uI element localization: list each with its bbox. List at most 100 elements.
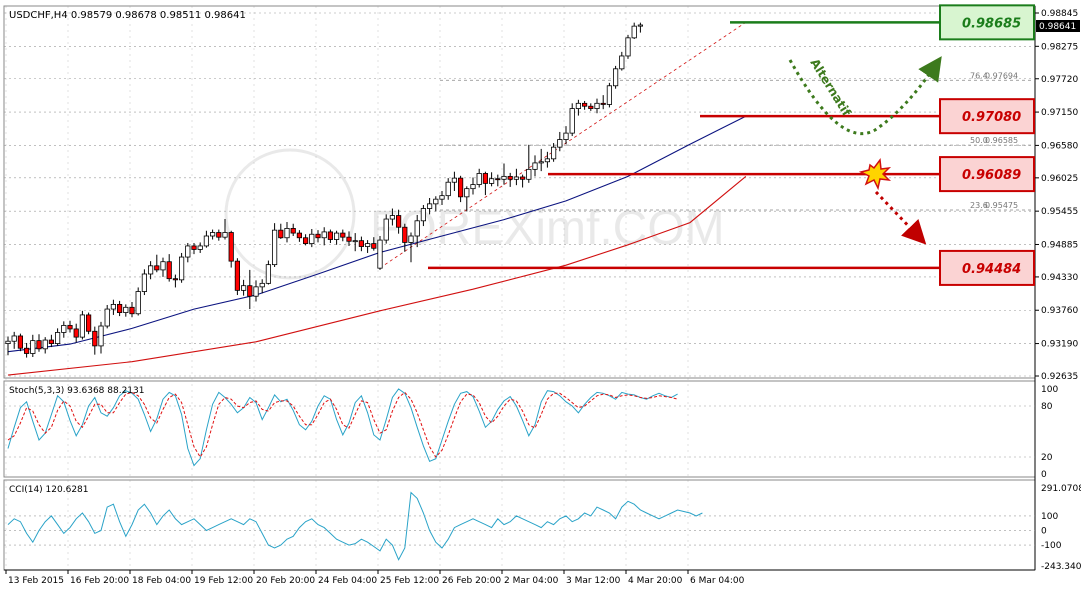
candle (352, 233, 358, 252)
candle-body (637, 24, 644, 27)
candle (160, 257, 166, 277)
candle-body (154, 265, 160, 271)
candle-body (551, 146, 557, 160)
candle (408, 232, 414, 263)
price-tick-label: 0.95455 (1041, 207, 1078, 217)
current-price: 0.98641 (1039, 22, 1076, 32)
symbol-header: USDCHF,H4 0.98579 0.98678 0.98511 0.9864… (9, 10, 246, 21)
price-plot (5, 22, 747, 376)
bullish-arrow (788, 56, 942, 136)
candle (476, 168, 482, 188)
candle (259, 279, 265, 294)
candle (296, 230, 303, 242)
candle-body (110, 303, 116, 310)
candle-body (216, 232, 222, 238)
candle-body (476, 173, 482, 185)
candle-body (271, 229, 278, 266)
candle-body (495, 178, 501, 181)
candle (185, 243, 191, 263)
candle (619, 51, 625, 71)
price-tick-label: 0.94885 (1041, 240, 1078, 250)
candle (631, 22, 637, 40)
candle (594, 98, 600, 114)
candle (191, 243, 197, 255)
stochastic-plot (4, 388, 1035, 467)
candle (364, 240, 371, 253)
candle (284, 221, 290, 243)
stoch-pane[interactable] (3, 380, 1036, 478)
candle-body (414, 220, 420, 237)
candle-body (631, 25, 637, 39)
candle-body (364, 243, 371, 247)
candle-body (557, 139, 563, 148)
candle (290, 223, 296, 237)
candle (625, 34, 631, 59)
candle (154, 254, 160, 273)
candle (61, 321, 67, 338)
candle-body (296, 232, 303, 239)
candle (333, 230, 340, 245)
candle-body (532, 162, 538, 170)
current-price-tag: 0.98641 (1036, 20, 1080, 32)
candle-body (302, 237, 309, 245)
candle-body (228, 232, 234, 262)
stoch-main-line (7, 388, 678, 467)
candle-body (433, 198, 439, 205)
candle (271, 223, 278, 267)
price-tick-label: 0.96580 (1041, 141, 1078, 151)
candle-body (488, 178, 495, 184)
candle-body (569, 108, 575, 134)
time-tick-label: 20 Feb 20:00 (256, 576, 315, 586)
candle-body (346, 236, 352, 242)
candle (358, 236, 365, 252)
breakdown-scenario (858, 158, 927, 245)
watermark-logo-icon (224, 148, 356, 280)
fib-price-label: 0.96585 (985, 136, 1018, 145)
candle-body (327, 231, 334, 240)
candle (389, 208, 396, 226)
stoch-header: Stoch(5,3,3) 93.6368 88.2131 (9, 386, 144, 396)
candle-body (104, 308, 110, 327)
candle-body (5, 340, 11, 344)
candle-body (333, 232, 340, 240)
candle-body (315, 233, 321, 239)
candle-body (278, 229, 284, 239)
candle (11, 331, 17, 349)
candle-body (321, 231, 327, 239)
candle-body (451, 177, 458, 183)
candle-body (234, 260, 240, 291)
explosion-icon (858, 158, 892, 191)
level-box (939, 4, 1035, 41)
main-pane[interactable] (3, 5, 1036, 379)
time-tick-label: 26 Feb 20:00 (442, 576, 501, 586)
level-label: 0.94484 (962, 262, 1021, 277)
candle-body (575, 102, 582, 109)
candle-body (42, 339, 48, 350)
candle-body (17, 335, 24, 349)
candle-body (11, 335, 17, 342)
candle-body (141, 273, 147, 292)
candle (36, 334, 42, 352)
candle-body (36, 340, 42, 350)
candle-body (619, 55, 625, 70)
candle-body (98, 325, 104, 347)
fibonacci-levels: 76.40.97694 50.00.96585 23.60.95475 (379, 22, 1035, 269)
fib-price-label: 0.97694 (985, 71, 1018, 80)
candle (104, 304, 110, 329)
candle (613, 65, 619, 89)
time-tick-label: 25 Feb 12:00 (380, 576, 439, 586)
candle-body (588, 105, 594, 109)
candle-body (445, 181, 451, 197)
price-tick-label: 0.93190 (1041, 340, 1078, 350)
cci-tick-label: -100 (1041, 541, 1062, 551)
cci-line (7, 491, 703, 561)
candle (346, 231, 352, 246)
candle-body (594, 102, 600, 109)
cci-pane[interactable] (3, 479, 1036, 571)
candle (383, 214, 389, 244)
candle-body (613, 68, 619, 87)
candle (178, 252, 185, 283)
candle-body (513, 176, 520, 180)
candle-body (172, 278, 178, 281)
